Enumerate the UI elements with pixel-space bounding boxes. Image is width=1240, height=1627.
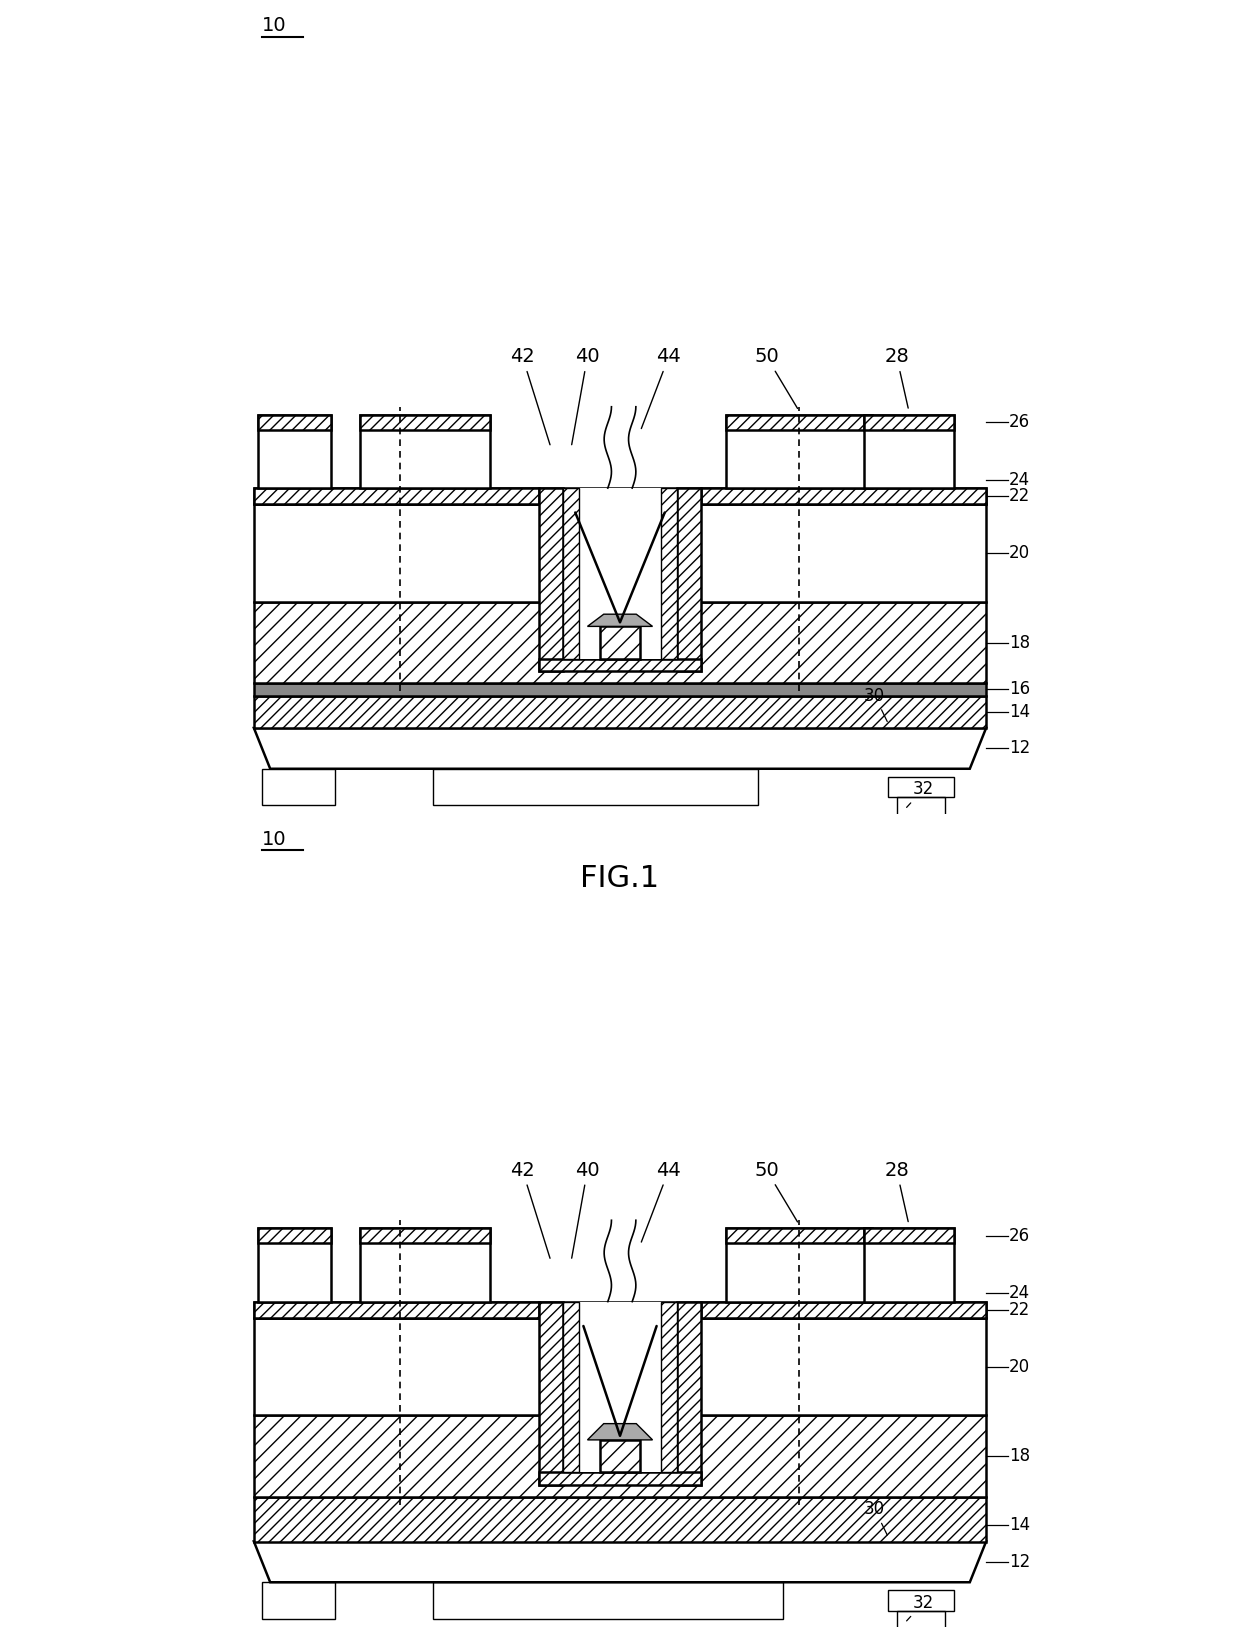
Bar bbox=[677, 488, 702, 672]
Bar bbox=[360, 1228, 490, 1243]
Text: 18: 18 bbox=[1009, 1446, 1030, 1466]
Text: 18: 18 bbox=[1009, 633, 1030, 652]
Text: 10: 10 bbox=[262, 16, 286, 36]
Bar bbox=[864, 415, 954, 430]
Bar bbox=[702, 488, 986, 504]
Text: 30: 30 bbox=[864, 1500, 888, 1534]
Text: 28: 28 bbox=[884, 347, 909, 408]
Bar bbox=[864, 415, 954, 488]
Text: 50: 50 bbox=[754, 347, 797, 408]
Bar bbox=[538, 1472, 702, 1484]
Text: 28: 28 bbox=[884, 1160, 909, 1222]
Bar bbox=[538, 1302, 563, 1484]
Bar bbox=[254, 1302, 538, 1318]
Bar bbox=[725, 1228, 872, 1302]
Text: 12: 12 bbox=[1009, 739, 1030, 758]
Bar bbox=[254, 1318, 986, 1415]
Text: 50: 50 bbox=[754, 1160, 797, 1222]
Bar bbox=[661, 1302, 677, 1472]
Bar bbox=[888, 1591, 954, 1611]
Text: 26: 26 bbox=[1009, 1227, 1030, 1245]
Text: 24: 24 bbox=[1009, 1284, 1030, 1303]
Text: FIG.1: FIG.1 bbox=[580, 864, 660, 893]
Text: 14: 14 bbox=[1009, 1516, 1030, 1534]
Text: 44: 44 bbox=[641, 1160, 681, 1241]
Bar bbox=[254, 488, 986, 504]
Bar bbox=[254, 504, 986, 602]
Bar bbox=[433, 770, 759, 805]
Bar bbox=[254, 602, 986, 683]
Bar bbox=[677, 1302, 702, 1484]
Text: 40: 40 bbox=[572, 347, 600, 444]
Bar bbox=[433, 1581, 782, 1619]
Bar bbox=[258, 415, 331, 488]
Bar bbox=[258, 415, 331, 430]
Bar bbox=[725, 415, 872, 430]
Bar bbox=[897, 1611, 945, 1627]
Text: 20: 20 bbox=[1009, 543, 1030, 563]
Text: 26: 26 bbox=[1009, 413, 1030, 431]
Bar bbox=[725, 415, 872, 488]
Text: 44: 44 bbox=[641, 347, 681, 428]
Polygon shape bbox=[588, 615, 652, 626]
Bar bbox=[360, 1228, 490, 1302]
Bar bbox=[360, 415, 490, 430]
Text: 40: 40 bbox=[572, 1160, 600, 1258]
Bar bbox=[563, 1302, 677, 1472]
Bar bbox=[254, 1302, 986, 1318]
Text: 14: 14 bbox=[1009, 703, 1030, 721]
Text: 42: 42 bbox=[510, 1160, 551, 1258]
Bar bbox=[258, 1228, 331, 1302]
Bar bbox=[538, 659, 702, 672]
Bar bbox=[254, 1415, 986, 1497]
Bar bbox=[254, 488, 538, 504]
Bar bbox=[661, 488, 677, 659]
Bar bbox=[725, 1228, 872, 1243]
Bar bbox=[563, 1302, 579, 1472]
Text: 42: 42 bbox=[510, 347, 551, 444]
Text: 20: 20 bbox=[1009, 1357, 1030, 1376]
Text: 30: 30 bbox=[864, 687, 888, 721]
Text: 32: 32 bbox=[906, 779, 934, 807]
Bar bbox=[600, 1440, 640, 1472]
Bar bbox=[254, 1497, 986, 1542]
Bar bbox=[897, 797, 945, 818]
Bar bbox=[600, 626, 640, 659]
Text: 32: 32 bbox=[906, 1593, 934, 1620]
Bar bbox=[888, 778, 954, 797]
Bar bbox=[864, 1228, 954, 1243]
Bar bbox=[702, 1302, 986, 1318]
Polygon shape bbox=[588, 1424, 652, 1440]
Bar bbox=[254, 683, 986, 696]
Text: 16: 16 bbox=[1009, 680, 1030, 698]
Bar bbox=[864, 1228, 954, 1302]
Bar bbox=[538, 488, 563, 672]
Bar bbox=[360, 415, 490, 488]
Bar bbox=[563, 488, 677, 659]
Bar bbox=[258, 1228, 331, 1243]
Text: 12: 12 bbox=[1009, 1552, 1030, 1572]
Bar bbox=[563, 488, 579, 659]
Bar bbox=[262, 1581, 335, 1619]
Text: 24: 24 bbox=[1009, 470, 1030, 490]
Text: 22: 22 bbox=[1009, 486, 1030, 506]
Bar bbox=[254, 696, 986, 729]
Bar bbox=[262, 770, 335, 805]
Text: 10: 10 bbox=[262, 830, 286, 849]
Text: 22: 22 bbox=[1009, 1300, 1030, 1319]
